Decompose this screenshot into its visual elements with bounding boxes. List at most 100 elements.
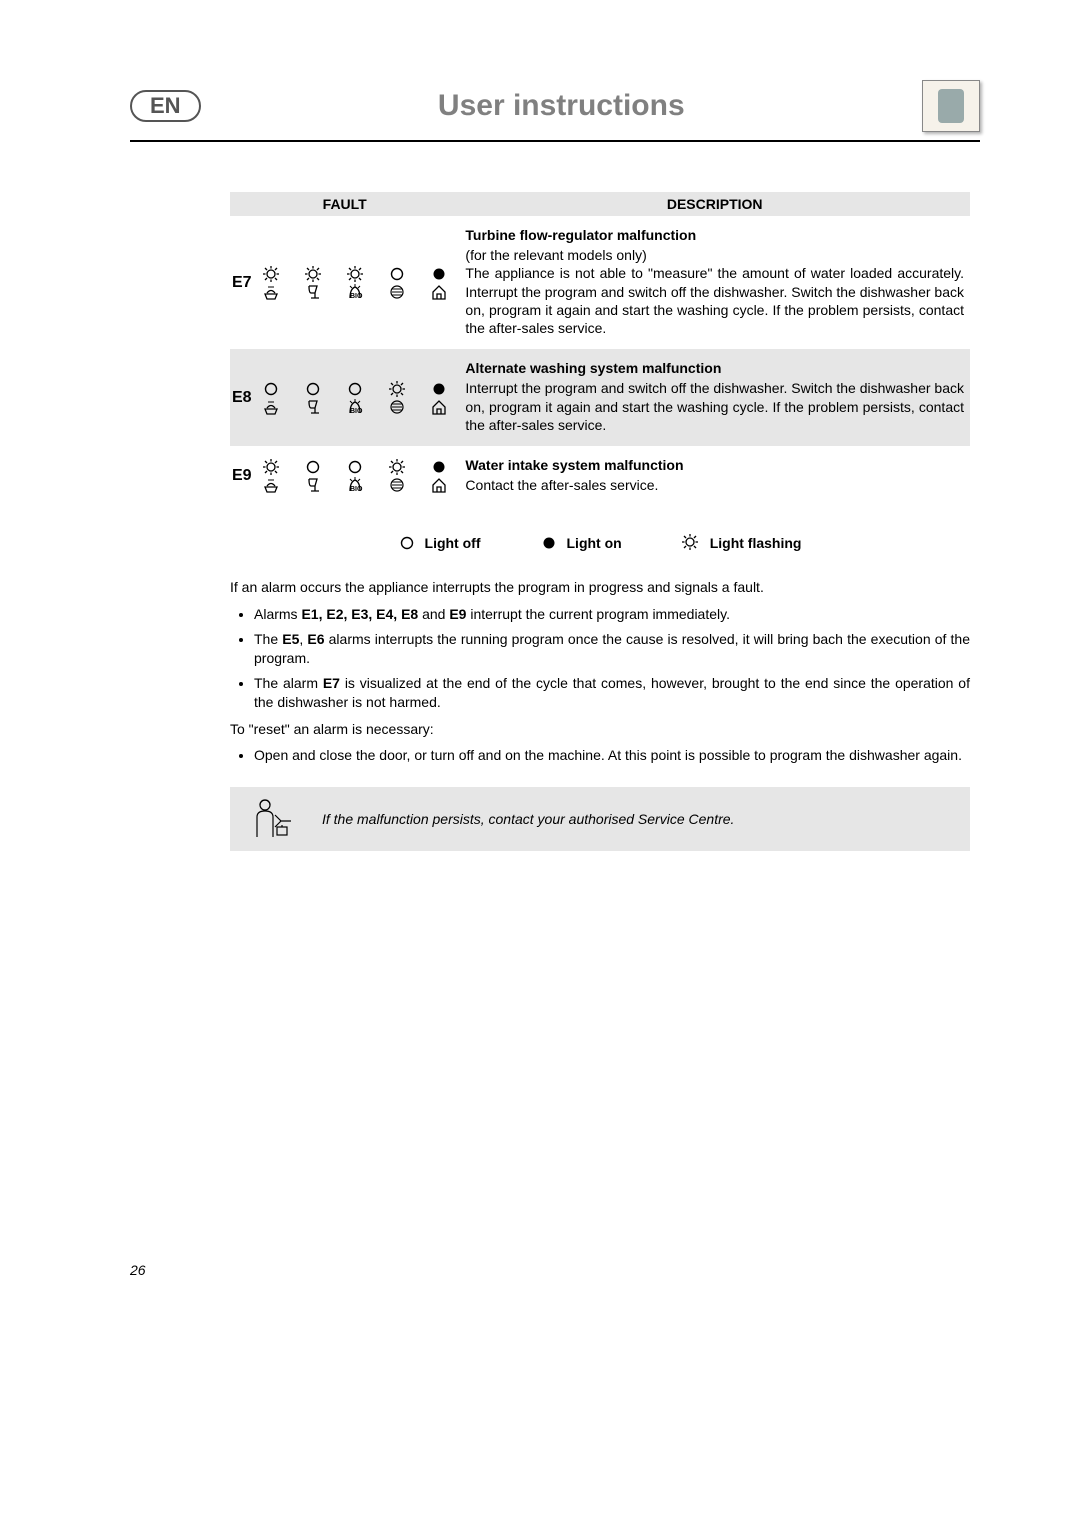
- program-icon: [389, 477, 405, 493]
- bullet-list-2: Open and close the door, or turn off and…: [230, 746, 970, 765]
- program-icon: [431, 399, 447, 415]
- txt: interrupt the current program immediatel…: [466, 606, 730, 622]
- program-icon: [263, 477, 279, 493]
- light-column: [422, 459, 456, 493]
- light-flash-icon: [347, 266, 363, 282]
- light-on-icon: [431, 459, 447, 475]
- fault-lights: [254, 349, 459, 446]
- light-flash-icon: [263, 459, 279, 475]
- program-icon: [305, 284, 321, 300]
- bullet-1: Alarms E1, E2, E3, E4, E8 and E9 interru…: [254, 605, 970, 624]
- program-icon: [305, 477, 321, 493]
- light-column: [254, 381, 288, 415]
- bullet-list-1: Alarms E1, E2, E3, E4, E8 and E9 interru…: [230, 605, 970, 711]
- legend-flash-label: Light flashing: [710, 535, 802, 551]
- txt: The alarm: [254, 675, 323, 691]
- legend: Light off Light on Light flashing: [230, 534, 970, 552]
- fault-code: E7: [230, 216, 254, 349]
- light-off-icon: [399, 535, 415, 551]
- lang-badge-wrap: EN: [130, 90, 201, 122]
- bullet-4: Open and close the door, or turn off and…: [254, 746, 970, 765]
- fault-header: FAULT: [230, 192, 459, 216]
- light-flash-icon: [389, 381, 405, 397]
- txt: E6: [307, 631, 324, 647]
- light-column: [296, 381, 330, 415]
- fault-code: E9: [230, 446, 254, 506]
- light-column: [338, 381, 372, 415]
- fault-description: Water intake system malfunctionContact t…: [459, 446, 970, 506]
- fault-description: Alternate washing system malfunctionInte…: [459, 349, 970, 446]
- fault-description: Turbine flow-regulator malfunction(for t…: [459, 216, 970, 349]
- light-column: [338, 459, 372, 493]
- reset-paragraph: To "reset" an alarm is necessary:: [230, 720, 970, 739]
- light-column: [380, 381, 414, 415]
- table-row: E8 Alternate washing system malfunctionIn…: [230, 349, 970, 446]
- light-column: [254, 266, 288, 300]
- program-icon: [263, 284, 279, 300]
- program-icon: [389, 284, 405, 300]
- light-column: [296, 266, 330, 300]
- light-flash-icon: [305, 266, 321, 282]
- legend-off-label: Light off: [425, 535, 481, 551]
- program-icon: [389, 399, 405, 415]
- light-flash-icon: [389, 459, 405, 475]
- light-off-icon: [347, 459, 363, 475]
- service-person-icon: [244, 797, 298, 841]
- light-column: [380, 266, 414, 300]
- program-icon: [305, 399, 321, 415]
- light-column: [380, 459, 414, 493]
- fault-lights: [254, 216, 459, 349]
- lang-badge: EN: [130, 90, 201, 122]
- light-flash-icon: [682, 534, 700, 552]
- light-off-icon: [263, 381, 279, 397]
- light-column: [422, 381, 456, 415]
- program-icon: [263, 399, 279, 415]
- fault-code: E8: [230, 349, 254, 446]
- fault-table: FAULT DESCRIPTION E7 Turbine flow-regulat…: [230, 192, 970, 506]
- light-column: [296, 459, 330, 493]
- light-flash-icon: [263, 266, 279, 282]
- intro-paragraph: If an alarm occurs the appliance interru…: [230, 578, 970, 597]
- light-on-icon: [431, 381, 447, 397]
- table-row: E9 Water intake system malfunctionContact…: [230, 446, 970, 506]
- note-text: If the malfunction persists, contact you…: [322, 811, 734, 827]
- light-column: [338, 266, 372, 300]
- legend-off: Light off: [399, 534, 481, 552]
- txt: E7: [323, 675, 340, 691]
- txt: E5: [282, 631, 299, 647]
- txt: alarms interrupts the running program on…: [254, 631, 970, 666]
- light-off-icon: [347, 381, 363, 397]
- desc-header: DESCRIPTION: [459, 192, 970, 216]
- program-icon: [431, 284, 447, 300]
- page-number: 26: [130, 1262, 146, 1278]
- header: EN User instructions: [130, 80, 980, 142]
- table-row: E7 Turbine flow-regulator malfunction(for…: [230, 216, 970, 349]
- light-off-icon: [305, 381, 321, 397]
- legend-on: Light on: [541, 534, 622, 552]
- table-header-row: FAULT DESCRIPTION: [230, 192, 970, 216]
- program-icon: [347, 284, 363, 300]
- program-icon: [347, 399, 363, 415]
- fault-lights: [254, 446, 459, 506]
- txt: E1, E2, E3, E4, E8: [301, 606, 418, 622]
- light-on-icon: [541, 535, 557, 551]
- txt: E9: [449, 606, 466, 622]
- txt: and: [418, 606, 449, 622]
- txt: The: [254, 631, 282, 647]
- light-off-icon: [389, 266, 405, 282]
- legend-flash: Light flashing: [682, 534, 802, 552]
- program-icon: [431, 477, 447, 493]
- bullet-3: The alarm E7 is visualized at the end of…: [254, 674, 970, 712]
- program-icon: [347, 477, 363, 493]
- light-off-icon: [305, 459, 321, 475]
- light-column: [422, 266, 456, 300]
- note-box: If the malfunction persists, contact you…: [230, 787, 970, 851]
- txt: Alarms: [254, 606, 301, 622]
- light-column: [254, 459, 288, 493]
- page-title: User instructions: [351, 89, 772, 123]
- legend-on-label: Light on: [567, 535, 622, 551]
- page: EN User instructions FAULT DESCRIPTION E…: [0, 0, 1080, 1528]
- content: FAULT DESCRIPTION E7 Turbine flow-regulat…: [230, 192, 970, 851]
- light-on-icon: [431, 266, 447, 282]
- logo-icon: [922, 80, 980, 132]
